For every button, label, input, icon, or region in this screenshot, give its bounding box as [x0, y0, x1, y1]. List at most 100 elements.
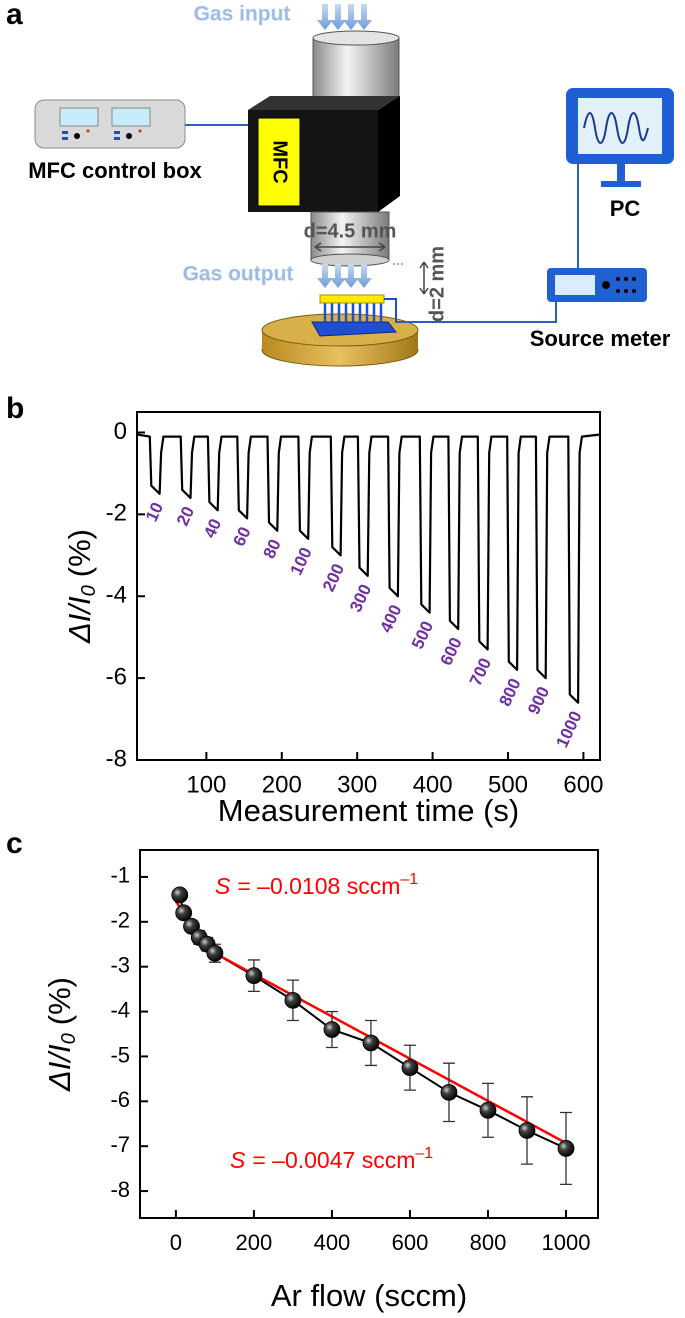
data-point	[557, 1140, 575, 1157]
y-label-unit: (%)	[62, 529, 97, 577]
control-screen	[111, 107, 151, 127]
plot-frame	[139, 849, 599, 1219]
gas-input-label: Gas input	[194, 3, 291, 26]
data-point	[245, 967, 263, 985]
meter-screen	[555, 275, 595, 295]
y-label-unit: (%)	[42, 977, 77, 1025]
data-point	[362, 1034, 380, 1052]
x-tick-label: 0	[170, 1230, 182, 1255]
x-tick-label: 400	[314, 1230, 351, 1255]
sensor-wire	[396, 302, 557, 323]
diameter-label: d=4.5 mm	[304, 220, 397, 242]
mfc-tag	[257, 117, 301, 207]
pc-base	[601, 181, 641, 187]
y-tick-label: -3	[110, 952, 130, 977]
lower-cylinder	[310, 211, 390, 261]
pulse-label: 700	[466, 655, 495, 689]
pulse-label: 500	[408, 618, 437, 652]
fit-line	[214, 952, 567, 1145]
y-tick-label: -1	[110, 863, 130, 888]
data-line	[136, 433, 601, 704]
pulse-label: 40	[200, 516, 225, 541]
control-box-label: MFC control box	[28, 158, 202, 183]
y-tick-label: -2	[106, 500, 127, 527]
pulse-label: 900	[524, 684, 553, 718]
diameter-arrow	[314, 242, 386, 252]
data-point	[284, 991, 302, 1009]
panel-label: a	[6, 0, 23, 31]
x-tick-label: 100	[186, 771, 226, 798]
upper-cylinder	[312, 37, 400, 105]
mfc-top	[248, 96, 400, 110]
x-tick-label: 500	[488, 771, 528, 798]
control-box	[34, 99, 186, 149]
y-label-subscript: 0	[78, 585, 100, 596]
sensor-film	[319, 294, 385, 304]
y-label-main: ΔI/I	[62, 596, 97, 644]
pulse-label: 600	[437, 635, 466, 669]
data-point	[440, 1083, 458, 1101]
data-point	[479, 1101, 497, 1119]
y-tick-label: -7	[110, 1132, 130, 1157]
y-tick-label: -6	[110, 1087, 130, 1112]
control-screen	[59, 107, 99, 127]
y-label-subscript: 0	[58, 1033, 80, 1044]
x-tick-label: 600	[563, 771, 603, 798]
fit-symbol: S	[215, 873, 231, 899]
fit-text: = –0.0047 sccm	[252, 1147, 415, 1173]
pc-wave	[583, 112, 649, 144]
y-tick-label: -6	[106, 663, 127, 690]
x-tick-label: 300	[337, 771, 377, 798]
pulse-label: 60	[229, 524, 254, 549]
panel-label: c	[6, 827, 23, 860]
panel-label: b	[6, 392, 24, 425]
data-point	[175, 904, 193, 922]
pc-screen	[578, 98, 662, 154]
x-axis-label: Measurement time (s)	[218, 793, 519, 828]
y-axis-label: ΔI/I0 (%)	[62, 529, 100, 644]
fit-superscript: –1	[400, 871, 418, 888]
gas-input-arrows	[317, 4, 372, 30]
x-tick-label: 1000	[542, 1230, 591, 1255]
fit-symbol: S	[230, 1147, 246, 1173]
cylinder-top	[312, 30, 400, 46]
pulse-label: 10	[142, 499, 167, 524]
x-tick-label: 200	[262, 771, 302, 798]
x-tick-label: 600	[392, 1230, 429, 1255]
pulse-label: 100	[287, 544, 316, 578]
data-point	[401, 1059, 419, 1077]
pc-stand	[617, 164, 625, 182]
data-point	[171, 886, 189, 904]
mfc-side	[378, 96, 400, 212]
meter-buttons	[602, 277, 636, 293]
sensor-base	[311, 321, 397, 337]
y-tick-label: -2	[110, 908, 130, 933]
fit-text: = –0.0108 sccm	[237, 873, 400, 899]
x-axis-label: Ar flow (sccm)	[271, 1278, 467, 1313]
pulse-label: 1000	[552, 708, 585, 750]
y-tick-label: -8	[110, 1177, 130, 1202]
y-tick-label: -4	[110, 997, 130, 1022]
gas-output-label: Gas output	[183, 263, 294, 286]
sensor-pins	[323, 302, 383, 322]
gas-output-arrows	[317, 264, 372, 288]
source-meter-label: Source meter	[530, 326, 671, 351]
control-buttons	[62, 129, 142, 140]
fit-label: S = –0.0047 sccm–1	[230, 1145, 433, 1173]
mfc-label: MFC	[269, 140, 291, 183]
data-point	[206, 944, 224, 962]
y-tick-label: -5	[110, 1042, 130, 1067]
pc-label: PC	[610, 196, 641, 221]
diagram: a Gas input MFC d=4.5 mm Gas output d=2 …	[6, 0, 674, 367]
data-point	[323, 1021, 341, 1038]
pulse-label: 400	[376, 602, 405, 636]
plot-frame	[136, 411, 601, 761]
y-tick-label: -4	[106, 582, 127, 609]
pulse-label: 20	[173, 504, 198, 529]
pulse-label: 200	[319, 561, 348, 595]
distance-label: d=2 mm	[426, 246, 448, 322]
y-label-main: ΔI/I	[42, 1044, 77, 1092]
x-tick-label: 200	[236, 1230, 273, 1255]
fit-label: S = –0.0108 sccm–1	[215, 871, 418, 899]
